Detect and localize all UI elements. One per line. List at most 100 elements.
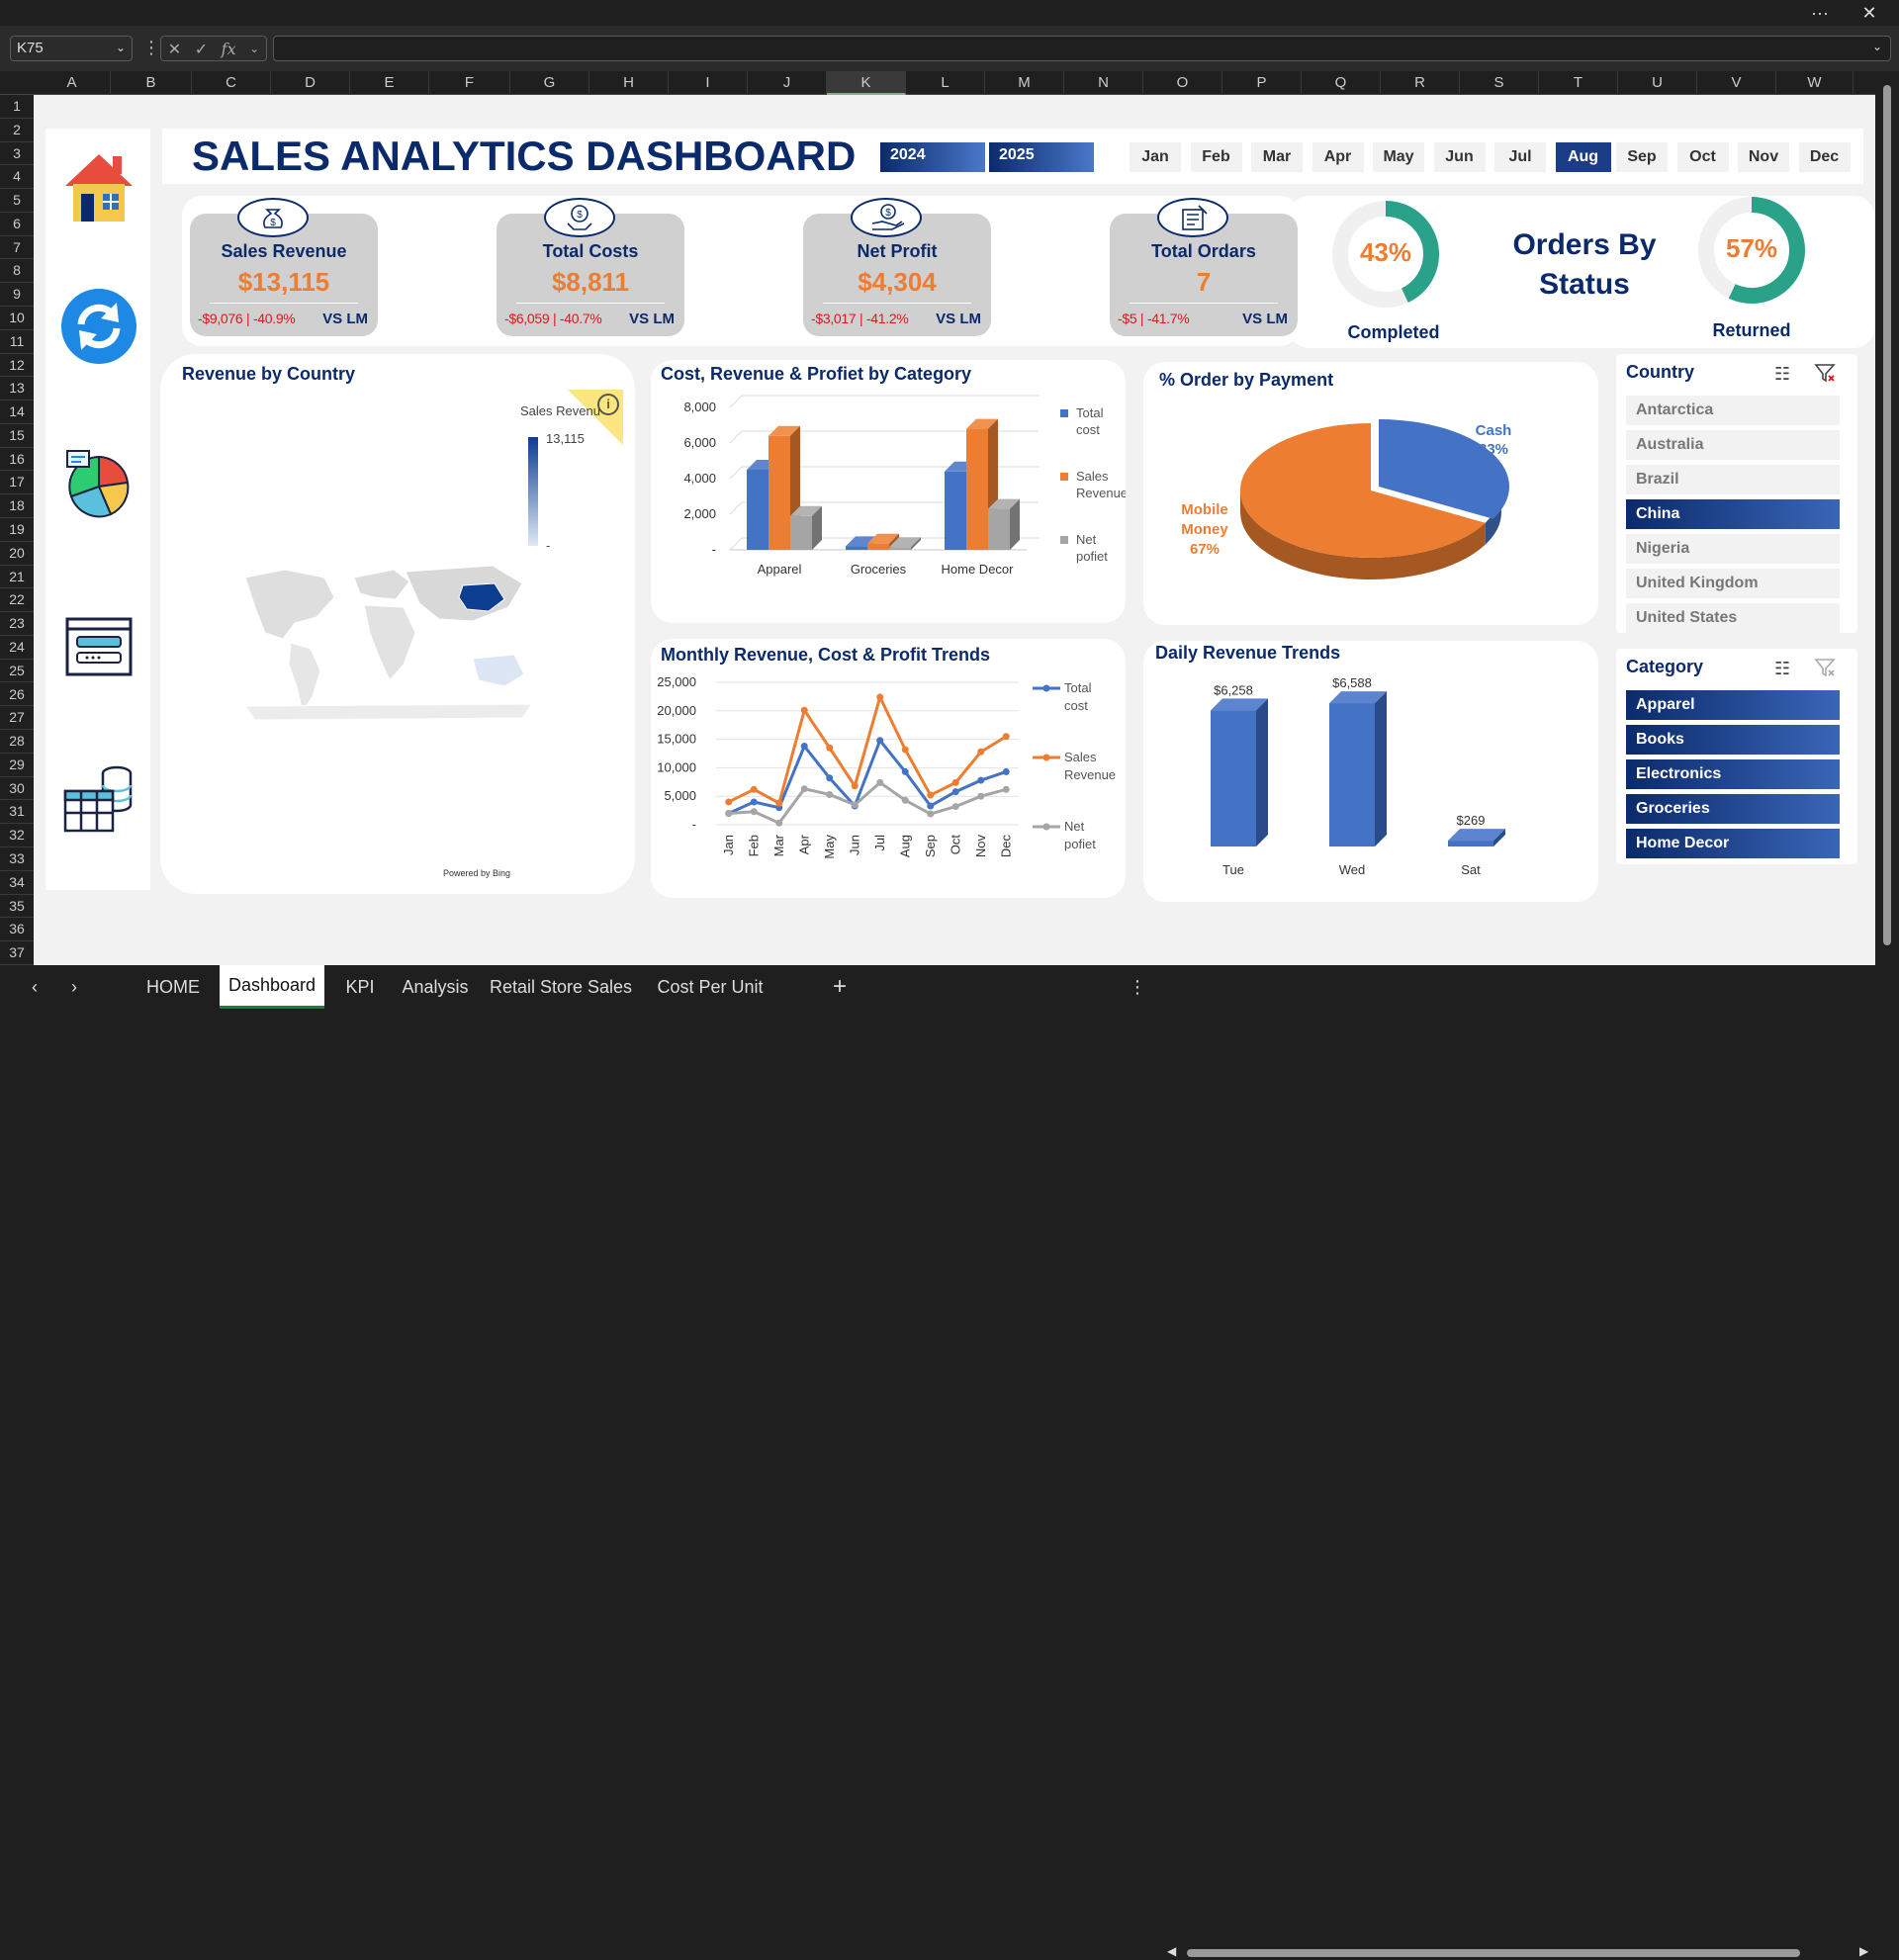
row-header[interactable]: 21 xyxy=(0,566,34,589)
multi-select-icon[interactable]: ☷ xyxy=(1774,364,1791,384)
formula-input[interactable]: ⌄ xyxy=(273,36,1891,61)
row-header[interactable]: 18 xyxy=(0,494,34,519)
row-header[interactable]: 4 xyxy=(0,165,34,190)
kebab-icon[interactable]: ⋮ xyxy=(142,38,160,57)
column-header[interactable]: Q xyxy=(1302,71,1381,95)
month-button[interactable]: Nov xyxy=(1738,142,1789,172)
slicer-item-groceries[interactable]: Groceries xyxy=(1626,794,1840,824)
month-button[interactable]: Apr xyxy=(1311,142,1364,172)
slicer-item-antarctica[interactable]: Antarctica xyxy=(1626,396,1840,425)
slicer-item-australia[interactable]: Australia xyxy=(1626,430,1840,460)
home-icon[interactable] xyxy=(59,148,138,227)
sheet-tab-cost-per-unit[interactable]: Cost Per Unit xyxy=(657,976,764,997)
row-header[interactable]: 34 xyxy=(0,871,34,895)
column-header[interactable]: J xyxy=(748,71,827,95)
row-header[interactable]: 31 xyxy=(0,800,34,825)
chevron-down-icon[interactable]: ⌄ xyxy=(249,42,260,55)
world-map[interactable] xyxy=(226,548,552,736)
slicer-item-nigeria[interactable]: Nigeria xyxy=(1626,534,1840,564)
slicer-item-home-decor[interactable]: Home Decor xyxy=(1626,829,1840,858)
column-header[interactable]: M xyxy=(985,71,1064,95)
row-header[interactable]: 33 xyxy=(0,847,34,871)
row-header[interactable]: 1 xyxy=(0,95,34,119)
row-header[interactable]: 10 xyxy=(0,307,34,330)
expand-chevron-icon[interactable]: ⌄ xyxy=(1871,40,1882,53)
insert-function-icon[interactable]: fx xyxy=(221,39,236,58)
clear-filter-icon[interactable] xyxy=(1814,657,1836,683)
row-header[interactable]: 30 xyxy=(0,777,34,801)
info-icon[interactable]: i xyxy=(597,394,619,415)
slicer-item-electronics[interactable]: Electronics xyxy=(1626,759,1840,789)
row-header[interactable]: 35 xyxy=(0,895,34,919)
row-header[interactable]: 11 xyxy=(0,330,34,354)
slicer-item-united-kingdom[interactable]: United Kingdom xyxy=(1626,569,1840,598)
row-header[interactable]: 28 xyxy=(0,730,34,754)
column-header[interactable]: B xyxy=(111,71,192,95)
column-header[interactable]: D xyxy=(271,71,350,95)
month-button[interactable]: Jan xyxy=(1130,142,1181,172)
multi-select-icon[interactable]: ☷ xyxy=(1774,659,1791,678)
horizontal-scrollbar[interactable]: ◀ ▶ xyxy=(1167,1944,1869,1958)
row-header[interactable]: 25 xyxy=(0,660,34,683)
column-header[interactable]: G xyxy=(510,71,589,95)
column-header[interactable]: K xyxy=(827,71,906,95)
prev-sheet-icon[interactable]: ‹ xyxy=(32,976,38,997)
row-header[interactable]: 3 xyxy=(0,142,34,166)
more-options-icon[interactable]: ··· xyxy=(1811,2,1829,23)
month-button[interactable]: Sep xyxy=(1616,142,1668,172)
month-button[interactable]: Feb xyxy=(1190,142,1242,172)
year-button-2025[interactable]: 2025 xyxy=(989,142,1094,172)
row-header[interactable]: 37 xyxy=(0,941,34,965)
row-header[interactable]: 6 xyxy=(0,213,34,236)
slicer-item-china[interactable]: China xyxy=(1626,499,1840,529)
column-header[interactable]: C xyxy=(192,71,271,95)
refresh-icon[interactable] xyxy=(59,287,138,366)
column-header[interactable]: P xyxy=(1222,71,1302,95)
column-header[interactable]: R xyxy=(1381,71,1460,95)
row-header[interactable]: 5 xyxy=(0,189,34,213)
form-window-icon[interactable] xyxy=(59,609,138,688)
slicer-item-books[interactable]: Books xyxy=(1626,725,1840,755)
column-header[interactable]: W xyxy=(1776,71,1854,95)
cancel-icon[interactable]: ✕ xyxy=(167,39,182,58)
column-header[interactable]: V xyxy=(1697,71,1776,95)
row-header[interactable]: 22 xyxy=(0,588,34,613)
month-button[interactable]: Aug xyxy=(1555,142,1611,172)
sheet-tab-analysis[interactable]: Analysis xyxy=(402,976,469,997)
row-header[interactable]: 14 xyxy=(0,401,34,424)
clear-filter-icon[interactable] xyxy=(1814,362,1836,389)
slicer-item-united-states[interactable]: United States xyxy=(1626,603,1840,633)
vertical-scrollbar[interactable] xyxy=(1875,75,1899,965)
row-header[interactable]: 2 xyxy=(0,119,34,142)
sheet-tab-retail-store-sales[interactable]: Retail Store Sales xyxy=(489,976,633,997)
column-header[interactable]: O xyxy=(1143,71,1222,95)
column-header[interactable]: A xyxy=(34,71,111,95)
row-header[interactable]: 19 xyxy=(0,518,34,542)
tab-options-icon[interactable]: ⋮ xyxy=(1129,976,1146,997)
sheet-tab-kpi[interactable]: KPI xyxy=(345,976,375,997)
year-button-2024[interactable]: 2024 xyxy=(880,142,985,172)
name-box[interactable]: K75 ⌄ xyxy=(10,36,133,61)
row-header[interactable]: 20 xyxy=(0,542,34,566)
column-header[interactable]: S xyxy=(1460,71,1539,95)
sheet-tab-home[interactable]: HOME xyxy=(146,976,200,997)
row-header[interactable]: 9 xyxy=(0,283,34,307)
pie-chart-icon[interactable] xyxy=(59,445,138,524)
row-header[interactable]: 16 xyxy=(0,448,34,472)
add-sheet-icon[interactable]: + xyxy=(832,973,847,1000)
row-header[interactable]: 27 xyxy=(0,706,34,731)
sheet-tab-dashboard[interactable]: Dashboard xyxy=(220,965,324,1009)
row-header[interactable]: 17 xyxy=(0,471,34,495)
row-header[interactable]: 29 xyxy=(0,754,34,777)
column-header[interactable]: E xyxy=(350,71,429,95)
close-icon[interactable]: ✕ xyxy=(1861,2,1877,23)
row-header[interactable]: 23 xyxy=(0,612,34,636)
confirm-icon[interactable]: ✓ xyxy=(194,39,209,58)
month-button[interactable]: Dec xyxy=(1798,142,1851,172)
row-header[interactable]: 36 xyxy=(0,918,34,942)
column-header[interactable]: U xyxy=(1618,71,1697,95)
column-header[interactable]: L xyxy=(906,71,985,95)
row-header[interactable]: 12 xyxy=(0,354,34,378)
column-header[interactable]: I xyxy=(669,71,748,95)
chevron-down-icon[interactable]: ⌄ xyxy=(115,41,126,54)
